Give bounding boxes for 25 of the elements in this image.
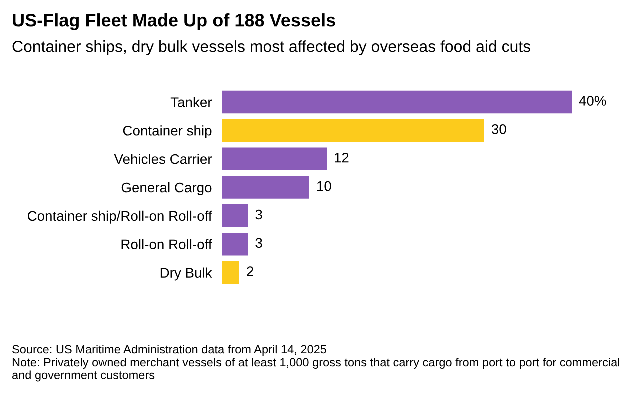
- data-label: 3: [256, 238, 262, 248]
- bar: [222, 176, 310, 199]
- data-label: 10: [318, 181, 332, 192]
- bar: [222, 119, 484, 142]
- chart-subtitle: Container ships, dry bulk vessels most affected by overseas food aid cuts: [12, 40, 530, 56]
- data-label: 3: [256, 210, 262, 220]
- y-tick-label: General Cargo: [122, 182, 212, 196]
- bar: [222, 90, 572, 114]
- y-tick-label: Vehicles Carrier: [114, 154, 212, 164]
- y-tick-label: Roll-on Roll-off: [122, 239, 212, 250]
- bar: [222, 232, 248, 256]
- data-label: 30: [492, 124, 506, 134]
- y-tick-label: Container ship: [123, 126, 212, 139]
- data-label: 2: [247, 266, 254, 276]
- bar: [222, 204, 248, 228]
- chart-title: US-Flag Fleet Made Up of 188 Vessels: [13, 14, 336, 30]
- y-tick-label: Container ship/Roll-on Roll-off: [28, 210, 212, 224]
- bar: [222, 148, 327, 170]
- source-note: Source: US Maritime Administration data from April 14, 2025: [12, 345, 326, 356]
- bar: [222, 261, 240, 284]
- data-label: 12: [335, 152, 349, 163]
- y-tick-label: Dry Bulk: [160, 268, 212, 281]
- text: Note: Privately owned merchant vessels of at least 1,000 gross tons that carry cargo from port to port for commercial and government customers: [12, 358, 620, 382]
- data-label: 40%: [579, 96, 606, 106]
- y-tick-label: Tanker: [170, 97, 212, 108]
